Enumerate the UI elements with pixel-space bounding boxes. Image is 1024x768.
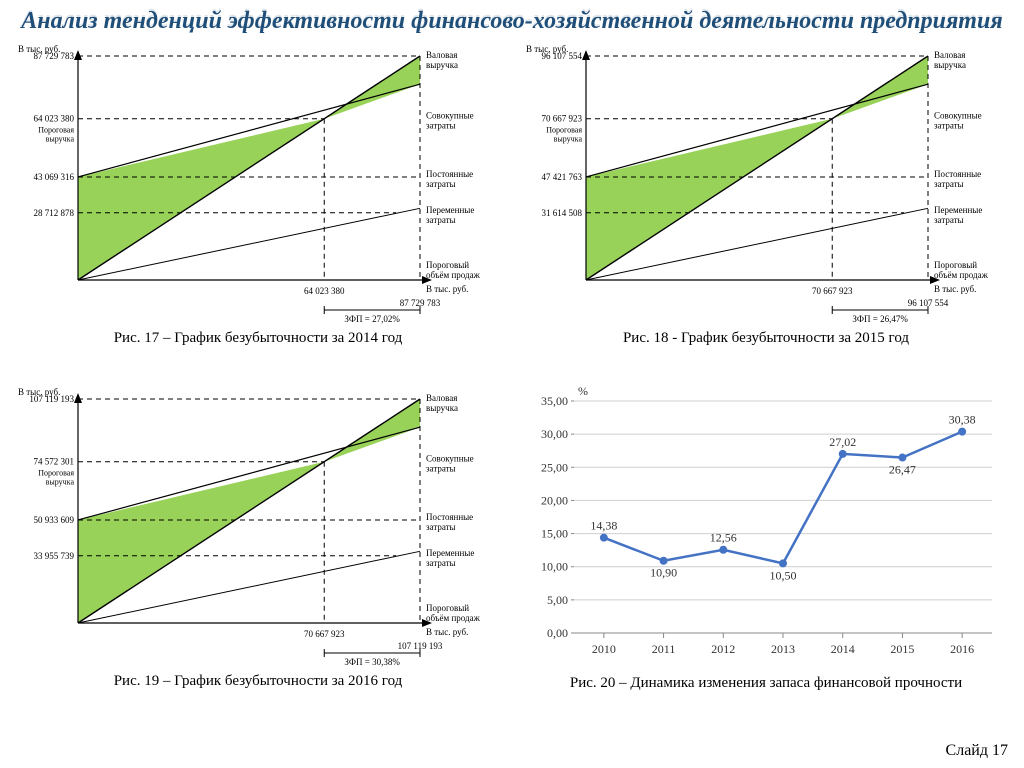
svg-text:2012: 2012 (711, 642, 735, 656)
svg-text:затраты: затраты (426, 522, 456, 532)
svg-text:14,38: 14,38 (590, 519, 617, 533)
svg-text:10,50: 10,50 (770, 569, 797, 583)
svg-text:2010: 2010 (592, 642, 616, 656)
svg-text:затраты: затраты (426, 464, 456, 474)
svg-text:Постоянные: Постоянные (934, 169, 981, 179)
svg-text:12,56: 12,56 (710, 531, 737, 545)
svg-text:25,00: 25,00 (541, 461, 568, 475)
svg-text:Валовая: Валовая (426, 50, 457, 60)
svg-text:Переменные: Переменные (934, 205, 982, 215)
svg-text:выручка: выручка (426, 60, 458, 70)
svg-text:Переменные: Переменные (426, 205, 474, 215)
cell-be-2016: В тыс. руб. 107 119 193 74 572 301 Порогова… (8, 381, 508, 718)
svg-text:96 107 554: 96 107 554 (542, 51, 583, 61)
svg-text:Валовая: Валовая (426, 393, 457, 403)
slide-number: Слайд 17 (946, 742, 1008, 760)
svg-text:Пороговая: Пороговая (546, 126, 582, 135)
svg-text:Постоянные: Постоянные (426, 169, 473, 179)
svg-text:объём продаж: объём продаж (426, 613, 481, 623)
cell-be-2014: В тыс. руб. 87 729 783 64 023 380 Пороговая… (8, 38, 508, 375)
svg-text:2015: 2015 (890, 642, 914, 656)
svg-text:В тыс. руб.: В тыс. руб. (426, 284, 468, 294)
svg-text:Совокупные: Совокупные (426, 111, 474, 121)
svg-text:26,47: 26,47 (889, 463, 916, 477)
breakeven-chart: В тыс. руб. 107 119 193 74 572 301 Порогова… (8, 381, 498, 671)
svg-text:35,00: 35,00 (541, 394, 568, 408)
cell-be-2015: В тыс. руб. 96 107 554 70 667 923 Пороговая… (516, 38, 1016, 375)
svg-text:затраты: затраты (934, 179, 964, 189)
svg-text:43 069 316: 43 069 316 (34, 172, 75, 182)
svg-text:0,00: 0,00 (547, 626, 568, 640)
svg-text:выручка: выручка (934, 60, 966, 70)
svg-text:выручка: выручка (46, 135, 75, 144)
caption-be3: Рис. 19 – График безубыточности за 2016 … (8, 673, 508, 690)
page-title: Анализ тенденций эффективности финансово… (0, 0, 1024, 38)
svg-text:27,02: 27,02 (829, 435, 856, 449)
svg-text:30,00: 30,00 (541, 428, 568, 442)
svg-text:31 614 508: 31 614 508 (542, 208, 583, 218)
svg-text:Пороговая: Пороговая (38, 126, 74, 135)
line-chart: % 0,00 5,00 10,00 15,00 20,00 25,00 30,00 35,00 2… (516, 381, 1006, 673)
svg-text:74 572 301: 74 572 301 (34, 457, 75, 467)
svg-text:47 421 763: 47 421 763 (542, 172, 583, 182)
svg-text:33 955 739: 33 955 739 (34, 551, 75, 561)
svg-text:10,00: 10,00 (541, 560, 568, 574)
svg-text:2014: 2014 (831, 642, 855, 656)
svg-text:Переменные: Переменные (426, 548, 474, 558)
svg-text:ЗФП = 27,02%: ЗФП = 27,02% (344, 314, 400, 324)
svg-text:выручка: выручка (554, 135, 583, 144)
svg-text:87 729 783: 87 729 783 (34, 51, 75, 61)
svg-text:%: % (578, 384, 588, 398)
svg-text:50 933 609: 50 933 609 (34, 515, 75, 525)
svg-text:затраты: затраты (426, 215, 456, 225)
svg-text:70 667 923: 70 667 923 (542, 114, 583, 124)
svg-text:30,38: 30,38 (949, 413, 976, 427)
svg-text:Совокупные: Совокупные (934, 111, 982, 121)
svg-text:70 667 923: 70 667 923 (812, 286, 853, 296)
svg-text:затраты: затраты (426, 558, 456, 568)
svg-text:объём продаж: объём продаж (934, 270, 989, 280)
svg-text:выручка: выручка (426, 403, 458, 413)
svg-text:затраты: затраты (934, 121, 964, 131)
svg-text:Постоянные: Постоянные (426, 512, 473, 522)
svg-text:В тыс. руб.: В тыс. руб. (426, 627, 468, 637)
cell-line-chart: % 0,00 5,00 10,00 15,00 20,00 25,00 30,00 35,00 2… (516, 381, 1016, 718)
svg-text:объём продаж: объём продаж (426, 270, 481, 280)
svg-text:28 712 878: 28 712 878 (34, 208, 75, 218)
svg-text:выручка: выручка (46, 478, 75, 487)
svg-text:10,90: 10,90 (650, 566, 677, 580)
svg-text:2013: 2013 (771, 642, 795, 656)
svg-text:ЗФП = 26,47%: ЗФП = 26,47% (852, 314, 908, 324)
caption-lc: Рис. 20 – Динамика изменения запаса фина… (516, 675, 1016, 692)
svg-text:107 119 193: 107 119 193 (29, 394, 74, 404)
svg-text:64 023 380: 64 023 380 (304, 286, 345, 296)
svg-text:Пороговый: Пороговый (934, 260, 977, 270)
svg-text:затраты: затраты (426, 179, 456, 189)
svg-text:70 667 923: 70 667 923 (304, 629, 345, 639)
caption-be1: Рис. 17 – График безубыточности за 2014 … (8, 330, 508, 347)
svg-text:2011: 2011 (652, 642, 676, 656)
charts-grid: В тыс. руб. 87 729 783 64 023 380 Пороговая… (0, 38, 1024, 718)
svg-text:Валовая: Валовая (934, 50, 965, 60)
svg-text:5,00: 5,00 (547, 593, 568, 607)
breakeven-chart: В тыс. руб. 96 107 554 70 667 923 Пороговая… (516, 38, 1006, 328)
breakeven-chart: В тыс. руб. 87 729 783 64 023 380 Пороговая… (8, 38, 498, 328)
svg-text:ЗФП = 30,38%: ЗФП = 30,38% (344, 657, 400, 667)
svg-text:Пороговый: Пороговый (426, 603, 469, 613)
svg-text:20,00: 20,00 (541, 494, 568, 508)
svg-text:Пороговый: Пороговый (426, 260, 469, 270)
svg-text:15,00: 15,00 (541, 527, 568, 541)
svg-text:Пороговая: Пороговая (38, 469, 74, 478)
svg-text:Совокупные: Совокупные (426, 454, 474, 464)
caption-be2: Рис. 18 - График безубыточности за 2015 … (516, 330, 1016, 347)
svg-text:64 023 380: 64 023 380 (34, 114, 75, 124)
svg-text:затраты: затраты (426, 121, 456, 131)
svg-text:2016: 2016 (950, 642, 974, 656)
svg-text:В тыс. руб.: В тыс. руб. (934, 284, 976, 294)
svg-text:затраты: затраты (934, 215, 964, 225)
